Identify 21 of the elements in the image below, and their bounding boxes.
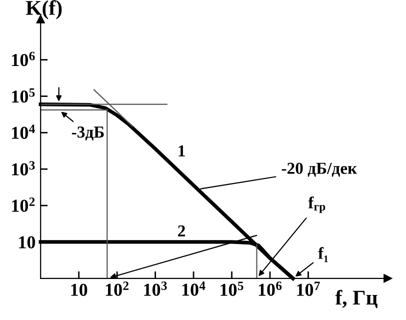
y-tick-label: 10$^{2}$ <box>12 198 35 212</box>
x-tick-label: 10$^{2}$ <box>106 282 128 296</box>
y-tick-label: 10 <box>19 236 36 248</box>
annotation: f$_{гр}$ <box>308 196 326 213</box>
y-tick-label: 10$^{3}$ <box>12 161 35 176</box>
x-axis-title: f, Гц <box>335 290 378 308</box>
y-axis-title: K(f) <box>26 0 62 20</box>
x-tick-label: 10$^{5}$ <box>220 282 244 296</box>
series-label: 2 <box>178 225 185 236</box>
series-label: 1 <box>178 145 185 156</box>
annotation: f₁ <box>318 247 328 262</box>
y-tick-label: 10$^{5}$ <box>12 88 35 103</box>
x-tick-label: 10 <box>71 284 88 296</box>
x-tick-label: 10$^{4}$ <box>182 282 206 296</box>
annotation: -3дБ <box>72 126 104 140</box>
x-tick-label: 10$^{7}$ <box>297 282 320 296</box>
annotation: -20 дБ/дек <box>282 162 358 177</box>
x-tick-label: 10$^{3}$ <box>144 282 167 296</box>
y-tick-label: 10$^{4}$ <box>12 124 35 139</box>
y-tick-label: 10$^{6}$ <box>12 52 35 66</box>
x-tick-label: 10$^{6}$ <box>258 282 282 296</box>
